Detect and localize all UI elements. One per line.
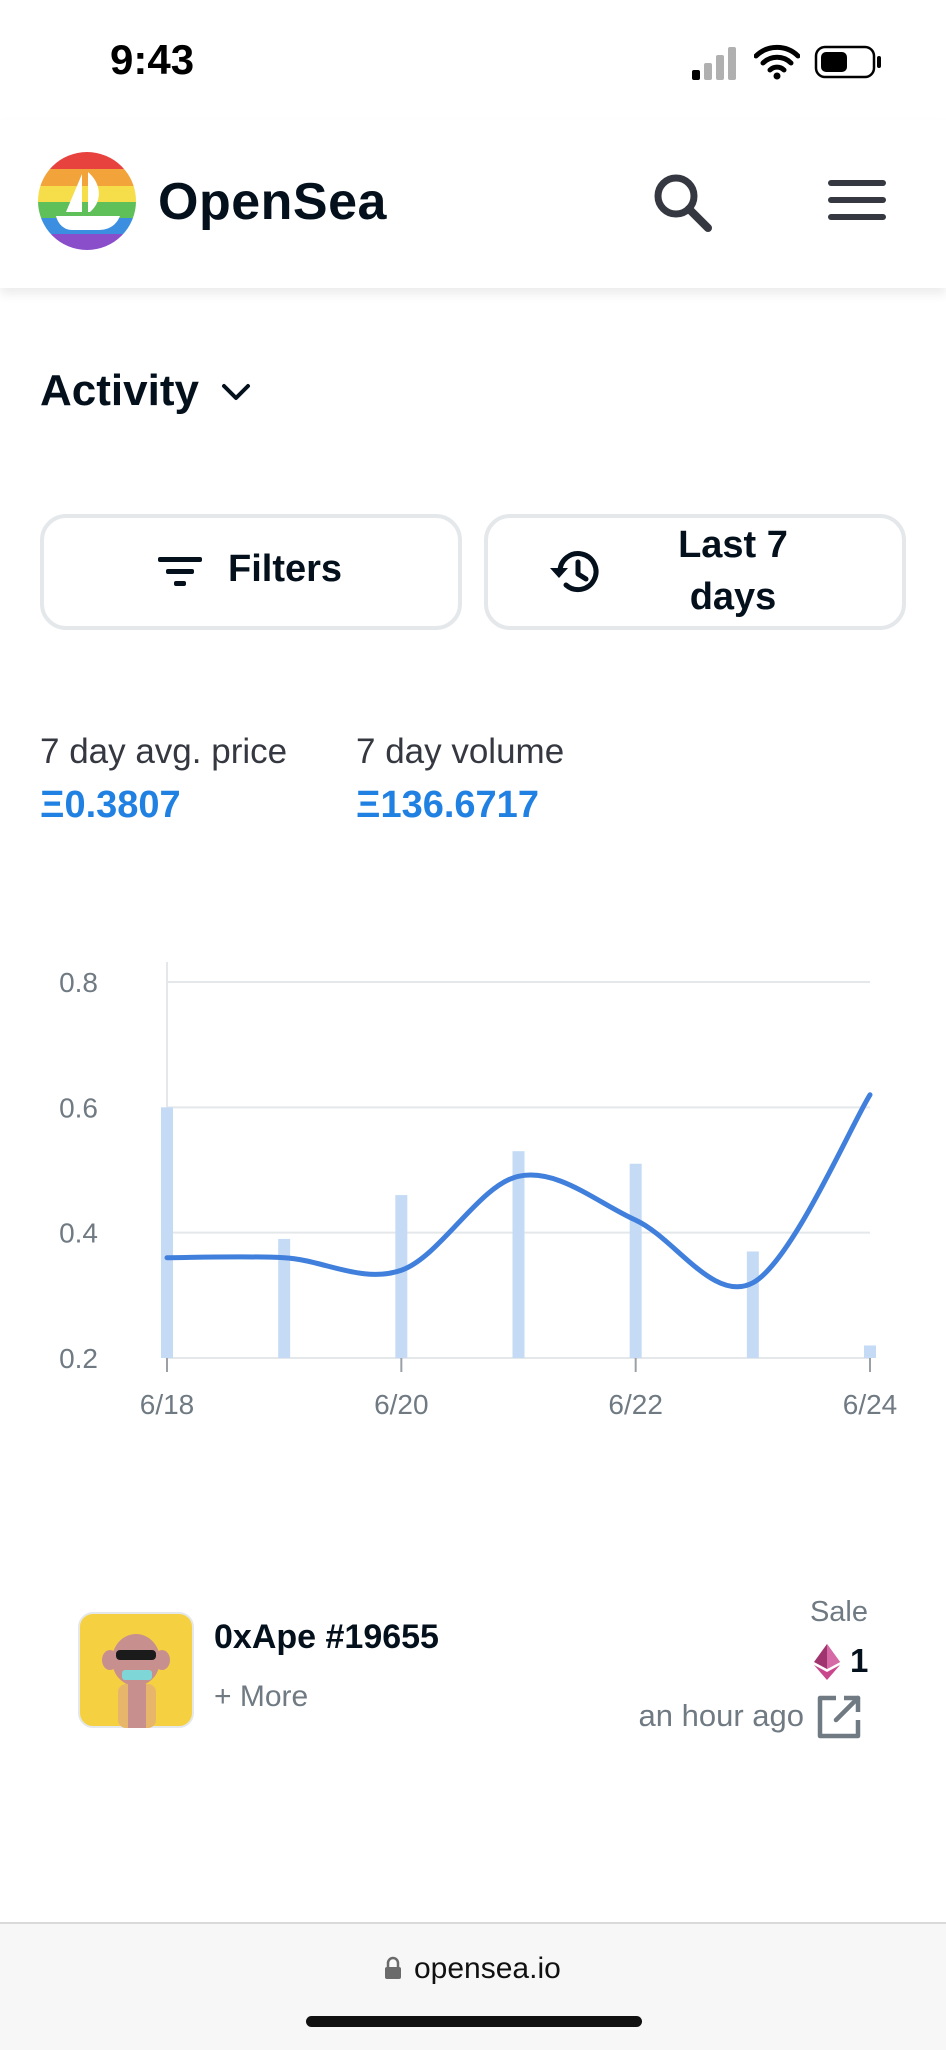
volume-bar	[746, 1251, 759, 1358]
filters-button[interactable]	[40, 514, 462, 630]
avg-price-line	[164, 1092, 873, 1290]
x-tick-label: 6/18	[140, 1389, 195, 1420]
event-type-label: Sale	[809, 1596, 868, 1628]
volume-bar	[864, 1345, 876, 1358]
top-navigation-bar	[0, 120, 946, 288]
volume-bar	[161, 1107, 173, 1358]
item-name[interactable]: 0xApe #19655	[214, 1618, 439, 1656]
opensea-logo-icon[interactable]	[38, 152, 136, 250]
cellular-signal-icon	[692, 47, 736, 80]
volume-label: 7 day volume	[356, 732, 565, 771]
sale-price: 1	[850, 1642, 869, 1679]
volume-bar	[629, 1163, 642, 1358]
external-link-icon[interactable]	[816, 1694, 862, 1740]
event-time: an hour ago	[638, 1698, 804, 1733]
x-tick-label: 6/22	[608, 1389, 663, 1420]
price-volume-chart: 0.2 0.4 0.6 0.8 6/18 6/20 6/22 6/24	[59, 962, 898, 1420]
x-tick-label: 6/24	[843, 1389, 898, 1420]
y-tick-label: 0.8	[59, 967, 98, 998]
history-icon	[550, 551, 599, 593]
time-range-label-line2: days	[689, 576, 777, 618]
y-tick-label: 0.2	[59, 1343, 98, 1374]
chevron-down-icon[interactable]	[220, 380, 252, 404]
volume-bar	[278, 1238, 291, 1358]
hamburger-menu-icon[interactable]	[826, 176, 888, 224]
activity-dropdown-label[interactable]: Activity	[40, 366, 199, 415]
wifi-icon	[754, 44, 800, 80]
more-link[interactable]: + More	[214, 1680, 309, 1713]
volume-value: Ξ136.6717	[356, 784, 539, 826]
x-tick-label: 6/20	[374, 1389, 429, 1420]
home-indicator[interactable]	[306, 2016, 642, 2027]
volume-bar	[395, 1195, 408, 1358]
filter-lines-icon	[158, 557, 202, 586]
status-time: 9:43	[110, 36, 195, 83]
lock-icon	[385, 1956, 401, 1979]
time-range-label-line1: Last 7	[678, 524, 788, 566]
url-text[interactable]: opensea.io	[414, 1952, 561, 1985]
battery-icon	[814, 45, 881, 79]
browser-address-bar[interactable]	[0, 1922, 946, 2050]
brand-name[interactable]: OpenSea	[158, 173, 387, 231]
avg-price-value: Ξ0.3807	[40, 784, 181, 826]
filters-button-label: Filters	[228, 548, 343, 590]
nft-thumbnail[interactable]	[78, 1612, 194, 1728]
ethereum-icon	[814, 1644, 840, 1680]
avg-price-label: 7 day avg. price	[40, 732, 288, 771]
y-tick-label: 0.6	[59, 1092, 98, 1123]
y-tick-label: 0.4	[59, 1218, 98, 1249]
search-icon[interactable]	[650, 170, 714, 234]
volume-bar	[512, 1151, 525, 1358]
